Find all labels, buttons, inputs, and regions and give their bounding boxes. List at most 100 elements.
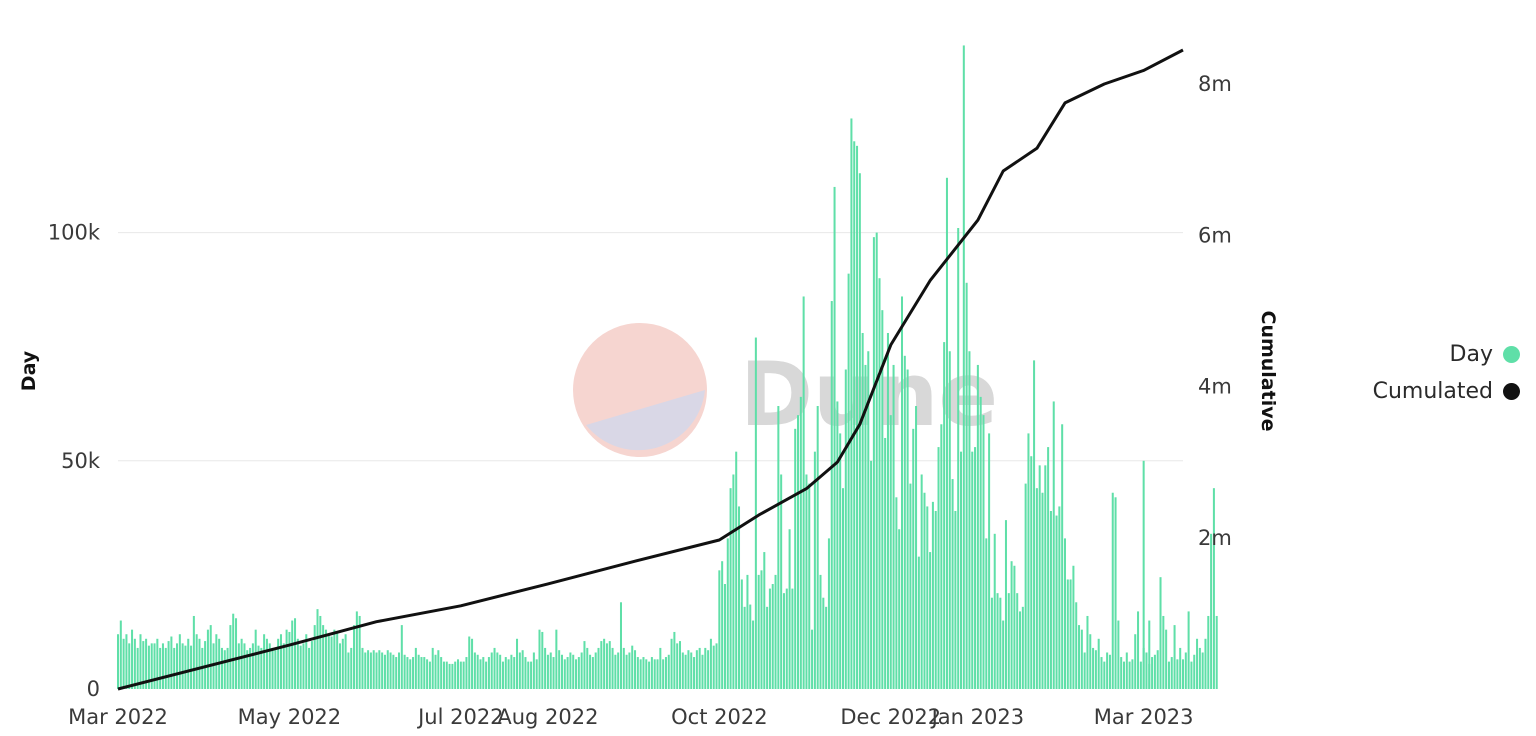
day-bar	[1181, 659, 1185, 689]
day-bar	[802, 296, 805, 689]
day-bar	[900, 296, 904, 689]
day-bar	[797, 415, 800, 689]
day-bar	[417, 654, 420, 689]
legend-item-cumulated[interactable]: Cumulated	[1300, 373, 1520, 410]
day-bar	[454, 661, 457, 689]
day-bar	[732, 474, 735, 689]
day-bar	[1173, 625, 1176, 689]
day-bar	[763, 552, 766, 689]
day-bar	[353, 625, 356, 689]
day-bar	[957, 228, 960, 689]
day-bar	[881, 310, 884, 689]
day-bar	[931, 501, 934, 689]
day-bar	[563, 659, 566, 689]
day-bar	[631, 645, 634, 689]
day-bar	[757, 574, 760, 689]
day-bar	[260, 647, 263, 689]
day-bar	[827, 538, 830, 689]
day-bar	[139, 634, 142, 689]
day-bar	[856, 145, 859, 690]
day-bar	[1156, 650, 1159, 689]
day-bar	[367, 650, 370, 689]
day-bar	[754, 337, 757, 689]
day-bar	[988, 433, 991, 689]
day-bar	[1004, 520, 1007, 689]
day-bar	[1047, 447, 1050, 689]
day-bar	[558, 650, 561, 689]
day-bar	[251, 643, 254, 689]
day-bar	[1024, 483, 1027, 689]
day-bar	[482, 657, 485, 689]
day-bar	[473, 652, 476, 689]
day-bar	[650, 657, 653, 689]
day-bar	[853, 141, 856, 690]
day-bar	[1120, 657, 1123, 689]
day-bar	[476, 654, 479, 689]
day-bar	[1151, 657, 1154, 689]
day-bar	[670, 638, 673, 689]
day-bar	[1030, 456, 1033, 689]
day-bar	[513, 657, 516, 689]
day-bar	[1167, 661, 1170, 689]
day-bar	[431, 647, 434, 689]
day-bar	[999, 597, 1002, 689]
day-bar	[1035, 488, 1038, 689]
day-bar	[954, 510, 957, 689]
day-bar	[361, 647, 364, 689]
day-bar	[926, 506, 929, 689]
day-bar	[147, 645, 150, 689]
legend-label-day: Day	[1449, 342, 1493, 367]
day-bar	[1097, 638, 1100, 689]
legend-label-cumulated: Cumulated	[1372, 379, 1493, 404]
day-bar	[572, 654, 575, 689]
day-bar	[1162, 615, 1165, 689]
day-bar	[937, 447, 940, 689]
day-bar	[159, 647, 162, 689]
day-bar	[279, 634, 282, 689]
day-bar	[1063, 538, 1066, 689]
day-bar	[535, 659, 538, 689]
day-bar	[142, 641, 145, 689]
day-bar	[428, 661, 431, 689]
day-bar	[1075, 602, 1078, 689]
y-right-tick-label: 4m	[1198, 375, 1232, 399]
day-bar	[889, 415, 892, 689]
day-bar	[190, 645, 193, 689]
day-bar	[645, 659, 648, 689]
day-bar	[1108, 654, 1111, 689]
day-bar	[1196, 638, 1199, 689]
day-bar	[830, 301, 833, 689]
day-bar	[594, 652, 597, 689]
legend-swatch-day	[1503, 346, 1520, 363]
day-bar	[1069, 579, 1072, 689]
day-bar	[1027, 433, 1030, 689]
day-bar	[1131, 659, 1134, 689]
x-tick-label: Jul 2022	[416, 705, 503, 729]
day-bar	[701, 654, 704, 689]
day-bar	[960, 451, 963, 689]
day-bar	[634, 650, 637, 689]
y-left-axis-title: Day	[18, 350, 40, 391]
day-bar	[808, 483, 811, 689]
legend-item-day[interactable]: Day	[1300, 336, 1520, 373]
day-bar	[229, 625, 232, 689]
day-bar	[215, 634, 218, 689]
day-bar	[532, 652, 535, 689]
day-bar	[538, 629, 541, 689]
day-bar	[485, 661, 488, 689]
day-bar	[780, 474, 783, 689]
y-right-tick-label: 6m	[1198, 223, 1232, 247]
y-left-tick-label: 50k	[61, 449, 101, 473]
day-bar	[909, 483, 912, 689]
day-bar	[437, 650, 440, 689]
day-bar	[302, 643, 305, 689]
day-bar	[825, 606, 828, 689]
day-bar	[605, 643, 608, 689]
day-bar	[656, 659, 659, 689]
day-bar	[527, 661, 530, 689]
day-bar	[313, 625, 316, 689]
day-bar	[833, 186, 836, 689]
day-bar	[176, 643, 179, 689]
day-bar	[760, 570, 763, 689]
axes: 0 50k 100k 2m 4m 6m 8m Mar 2022 May 2022 Jul 2022…	[48, 72, 1232, 729]
